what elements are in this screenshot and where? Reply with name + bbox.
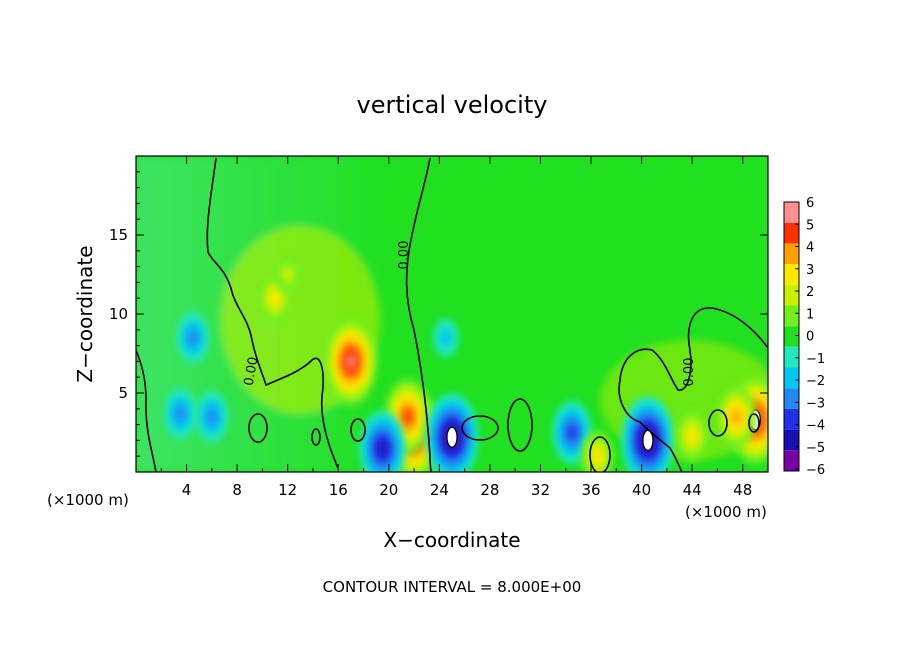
- colorbar-label-4: 3: [806, 263, 814, 278]
- plot-area: 0.00 0.00 0.00: [135, 155, 769, 473]
- feature-14: [359, 410, 406, 472]
- zero-contour-loop-7: [708, 409, 728, 437]
- feature-6: [426, 393, 478, 472]
- feature-14-level-5: [377, 440, 388, 456]
- colorbar-bin-6: [784, 346, 799, 368]
- x-tick-label-44: 44: [683, 481, 702, 499]
- contour-label-1: 0.00: [242, 356, 262, 387]
- contour-label-3: 0.00: [682, 358, 697, 387]
- y-tick-label-15: 15: [109, 226, 128, 244]
- x-tick-label-12: 12: [278, 481, 297, 499]
- feature-13: [433, 318, 459, 357]
- colorbar-label-10: −3: [806, 396, 825, 411]
- x-unit-right: (×1000 m): [685, 503, 767, 521]
- feature-11: [164, 388, 197, 439]
- feature-7: [622, 396, 674, 472]
- colorbar-bin-1: [784, 450, 799, 471]
- colorbar-label-2: 5: [806, 218, 814, 233]
- feature-15: [552, 400, 592, 465]
- x-tick-label-8: 8: [232, 481, 242, 499]
- y-tick-label-5: 5: [118, 384, 128, 402]
- colorbar-bin-10: [784, 264, 799, 285]
- feature-10: [176, 312, 209, 364]
- colorbar-label-12: −5: [806, 441, 825, 456]
- colorbar-label-9: −2: [806, 374, 825, 389]
- colorbar-bin-8: [784, 305, 799, 327]
- colorbar-bin-5: [784, 367, 799, 389]
- feature-3-level-2: [281, 264, 294, 285]
- x-tick-label-20: 20: [379, 481, 398, 499]
- feature-16-level-3: [686, 427, 698, 445]
- zero-contour-right: [618, 307, 768, 472]
- zero-contour-loop-1: [248, 413, 268, 443]
- x-tick-label-40: 40: [632, 481, 651, 499]
- feature-17-level-3: [592, 447, 603, 465]
- contour-label-2: 0.00: [397, 241, 412, 270]
- colorbar-bin-11: [784, 243, 799, 265]
- zero-contour-left-edge: [136, 349, 157, 472]
- x-tick-label-16: 16: [329, 481, 348, 499]
- y-axis-label: Z−coordinate: [73, 245, 97, 382]
- colorbar-bin-7: [784, 326, 799, 347]
- y-axis: 5 10 15: [109, 171, 768, 457]
- feature-11-level-3: [174, 405, 186, 423]
- y-tick-label-10: 10: [109, 305, 128, 323]
- colorbar-label-6: 1: [806, 307, 814, 322]
- chart-title: vertical velocity: [357, 91, 548, 119]
- x-tick-label-32: 32: [531, 481, 550, 499]
- feature-6-peak: [446, 426, 458, 448]
- feature-12: [195, 391, 228, 443]
- colorbar: 6 5 4 3 2 1 0 −1 −2 −3 −4 −5 −6: [783, 196, 825, 478]
- colorbar-label-8: −1: [806, 352, 825, 367]
- x-tick-label-4: 4: [182, 481, 192, 499]
- feature-12-level-3: [206, 408, 218, 426]
- x-tick-label-48: 48: [733, 481, 752, 499]
- contour-interval-note: CONTOUR INTERVAL = 8.000E+00: [323, 578, 582, 596]
- colorbar-bin-3: [784, 408, 799, 430]
- x-tick-label-28: 28: [480, 481, 499, 499]
- colorbar-label-11: −4: [806, 419, 825, 434]
- contour-labels: 0.00 0.00 0.00: [242, 241, 697, 387]
- feature-9-level-4: [731, 408, 742, 425]
- zero-contour-center: [405, 157, 432, 472]
- feature-3: [275, 255, 301, 294]
- x-tick-label-36: 36: [581, 481, 600, 499]
- zero-contour-loop-6: [589, 436, 611, 472]
- colorbar-label-5: 2: [806, 285, 814, 300]
- zero-contour-loop-8: [748, 413, 760, 433]
- colorbar-bin-9: [784, 284, 799, 306]
- feature-1-level-6: [346, 354, 356, 369]
- x-tick-label-24: 24: [430, 481, 449, 499]
- colorbar-label-3: 4: [806, 241, 814, 256]
- feature-1: [324, 317, 377, 406]
- zero-contour-loop-5: [507, 398, 533, 452]
- colorbar-label-1: 6: [806, 196, 814, 211]
- feature-9: [717, 385, 756, 449]
- zero-contour-loop-2: [350, 418, 366, 442]
- feature-16: [676, 410, 709, 462]
- x-axis: 4 8 12 16 20 24 28 32 36 40 44 48: [160, 156, 752, 499]
- colorbar-bin-2: [784, 429, 799, 451]
- x-unit-left: (×1000 m): [47, 491, 129, 509]
- colorbar-label-7: 0: [806, 330, 814, 345]
- feature-13-level-2: [439, 328, 452, 348]
- feature-2-level-3: [269, 289, 281, 307]
- x-axis-label: X−coordinate: [383, 528, 520, 552]
- zero-contours: [136, 157, 768, 472]
- colorbar-bin-13: [784, 202, 799, 223]
- colorbar-bin-4: [784, 388, 799, 409]
- colorbar-frame: [783, 201, 800, 472]
- feature-10-level-3: [187, 329, 199, 347]
- feature-15-level-4: [567, 424, 577, 441]
- colorbar-bin-12: [784, 222, 799, 244]
- colorbar-label-13: −6: [806, 463, 825, 478]
- feature-5-level-5: [403, 409, 413, 425]
- zero-contour-loop-4: [461, 415, 499, 441]
- zero-contour-loop-3: [311, 428, 321, 446]
- zero-contour-left: [206, 157, 339, 469]
